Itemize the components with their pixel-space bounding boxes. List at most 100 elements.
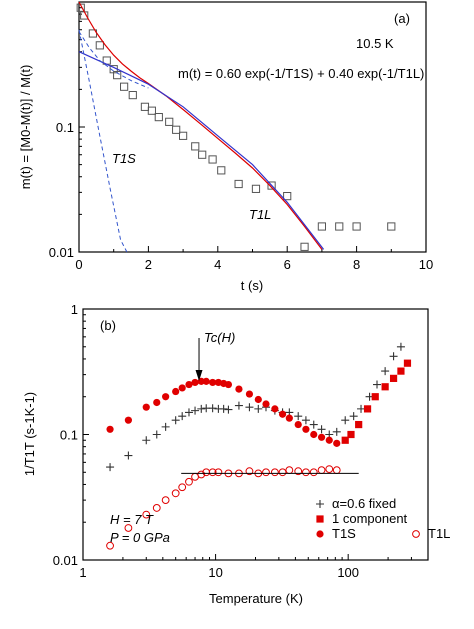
data-point bbox=[197, 404, 206, 413]
data-point bbox=[178, 384, 186, 392]
legend-marker bbox=[412, 530, 420, 538]
data-point bbox=[381, 383, 389, 391]
data-point bbox=[161, 422, 170, 431]
data-point bbox=[191, 406, 200, 415]
panel-a-label: (a) bbox=[394, 11, 410, 26]
data-point bbox=[371, 393, 379, 401]
data-point bbox=[208, 468, 217, 477]
data-point bbox=[341, 436, 349, 444]
data-point bbox=[161, 496, 170, 505]
data-point bbox=[352, 222, 361, 231]
data-point bbox=[347, 430, 355, 439]
data-point bbox=[198, 150, 207, 159]
x-tick-label: 8 bbox=[353, 257, 360, 272]
data-point bbox=[217, 166, 226, 175]
data-point bbox=[172, 387, 180, 396]
data-point bbox=[403, 359, 412, 367]
data-point bbox=[106, 425, 114, 433]
data-point bbox=[317, 466, 326, 475]
data-point bbox=[301, 416, 310, 425]
x-tick-label: 10 bbox=[208, 565, 222, 580]
data-point bbox=[219, 404, 228, 413]
data-point bbox=[234, 179, 243, 189]
panel-b: 1 10 100 0.01 0.1 1 (b) Tc(H) H = 7 T P = 0 G… bbox=[22, 302, 450, 606]
data-point bbox=[271, 405, 279, 413]
data-point bbox=[373, 380, 382, 389]
data-point bbox=[120, 82, 129, 91]
data-point bbox=[349, 412, 358, 421]
tc-annotation: Tc(H) bbox=[204, 330, 235, 345]
data-point bbox=[262, 400, 270, 408]
panel-b-ticks: 1 10 100 0.01 0.1 1 bbox=[53, 302, 429, 580]
data-point bbox=[278, 410, 287, 418]
data-point bbox=[267, 181, 276, 190]
data-point bbox=[317, 425, 326, 434]
data-point bbox=[95, 41, 104, 50]
data-point bbox=[294, 412, 303, 421]
x-tick-label: 0 bbox=[75, 257, 82, 272]
field-annotation: H = 7 T bbox=[110, 512, 154, 527]
data-point bbox=[397, 367, 405, 375]
data-point bbox=[208, 404, 217, 413]
data-point bbox=[142, 403, 150, 411]
data-point bbox=[172, 125, 181, 134]
data-point bbox=[251, 184, 261, 193]
panel-a-ticks: 0 2 4 6 8 10 0.01 0.1 bbox=[49, 7, 433, 272]
temperature-annotation: 10.5 K bbox=[356, 36, 394, 51]
data-point bbox=[106, 463, 115, 472]
data-point bbox=[325, 436, 333, 444]
data-point bbox=[191, 142, 200, 151]
data-point bbox=[153, 398, 161, 407]
panel-b-label: (b) bbox=[100, 318, 116, 333]
data-point bbox=[389, 374, 398, 382]
data-point bbox=[147, 106, 156, 115]
t1s-annotation: T1S bbox=[112, 151, 136, 166]
data-point bbox=[245, 403, 254, 412]
data-point bbox=[389, 352, 398, 361]
fit-line bbox=[78, 51, 325, 250]
data-point bbox=[285, 414, 293, 422]
data-point bbox=[113, 71, 122, 80]
data-point bbox=[309, 420, 318, 429]
data-point bbox=[178, 483, 187, 492]
data-point bbox=[165, 117, 174, 126]
data-point bbox=[381, 367, 390, 376]
data-point bbox=[300, 242, 309, 251]
data-point bbox=[142, 510, 151, 519]
data-point bbox=[106, 541, 114, 550]
data-point bbox=[357, 404, 366, 413]
data-point bbox=[197, 470, 206, 479]
data-point bbox=[317, 433, 326, 441]
panel-a: 0 2 4 6 8 10 0.01 0.1 (a) 10.5 K m(t) = 0.60 ex… bbox=[18, 1, 433, 293]
legend-marker bbox=[316, 515, 324, 523]
x-tick-label: 6 bbox=[284, 257, 291, 272]
data-point bbox=[154, 113, 163, 122]
data-point bbox=[262, 468, 270, 477]
data-point bbox=[332, 466, 341, 475]
data-point bbox=[387, 222, 396, 231]
data-point bbox=[214, 468, 223, 477]
data-point bbox=[140, 102, 150, 111]
data-point bbox=[355, 420, 363, 429]
data-point bbox=[363, 405, 372, 413]
data-point bbox=[152, 504, 161, 512]
panel-b-ylabel: 1/T1T (s-1K-1) bbox=[22, 392, 37, 476]
data-point bbox=[294, 420, 302, 429]
data-point bbox=[283, 192, 292, 201]
data-point bbox=[333, 439, 341, 447]
x-tick-label: 2 bbox=[145, 257, 152, 272]
panel-b-marks bbox=[106, 342, 412, 550]
data-point bbox=[270, 468, 279, 477]
data-point bbox=[124, 416, 133, 424]
panel-b-xlabel: Temperature (K) bbox=[209, 591, 303, 606]
data-point bbox=[142, 436, 151, 445]
data-point bbox=[245, 467, 254, 476]
y-tick-label: 0.1 bbox=[60, 428, 78, 443]
data-point bbox=[171, 416, 180, 425]
data-point bbox=[179, 131, 188, 140]
data-point bbox=[325, 465, 334, 474]
component-fit-line bbox=[78, 29, 128, 253]
data-point bbox=[224, 405, 233, 414]
